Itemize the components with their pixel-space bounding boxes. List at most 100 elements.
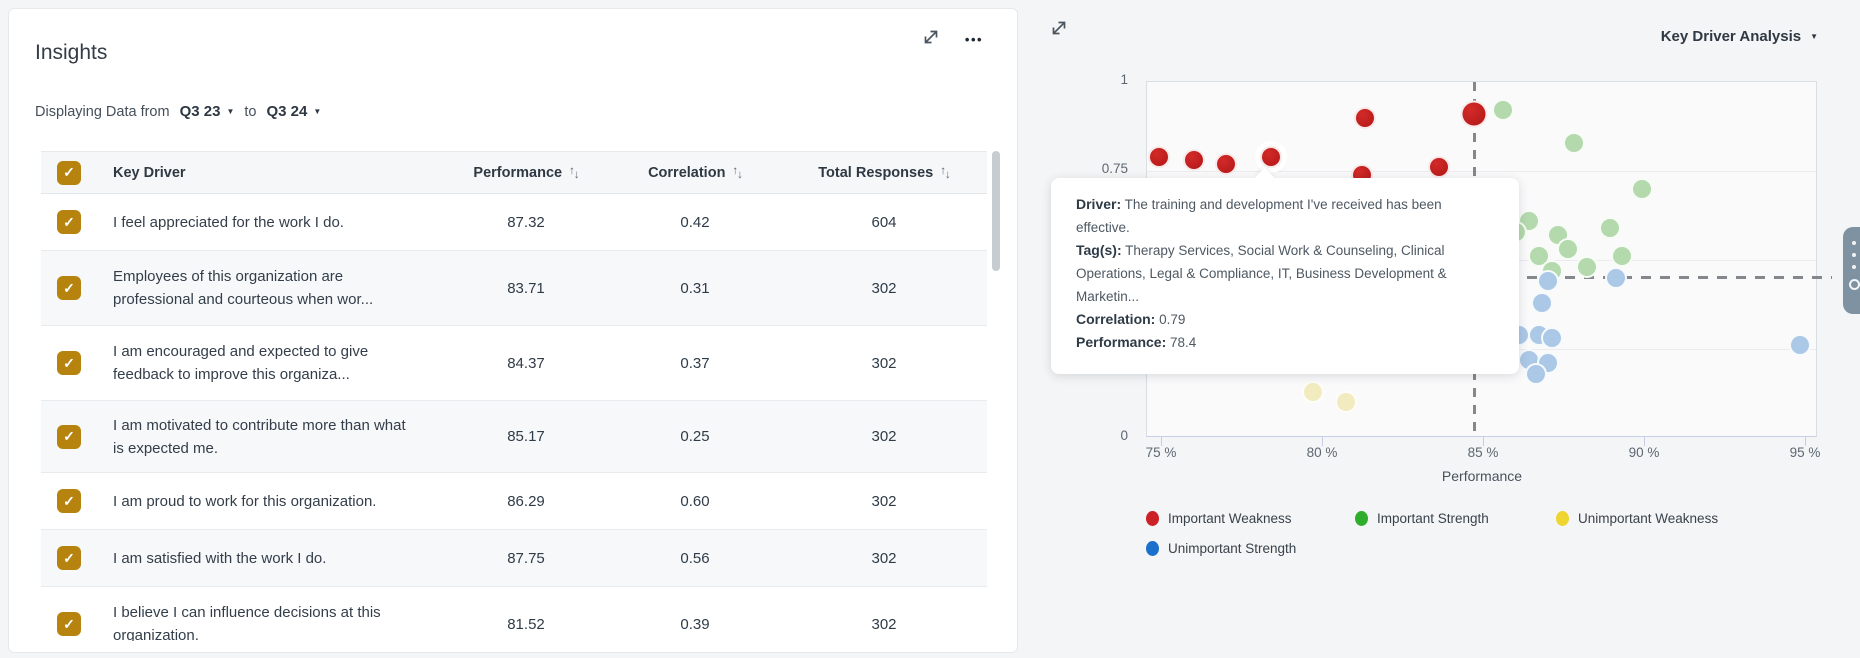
table-row[interactable]: ✓ I believe I can influence decisions at …	[41, 587, 987, 641]
scatter-point[interactable]	[1353, 106, 1376, 129]
expand-arrows-icon	[1052, 21, 1066, 34]
dot-icon	[1852, 241, 1856, 245]
y-axis-label: 0	[1120, 428, 1128, 443]
chevron-down-icon: ▼	[226, 106, 235, 116]
x-axis-label: 75 %	[1145, 445, 1177, 460]
row-checkbox[interactable]: ✓	[57, 276, 81, 300]
total-responses-cell: 604	[871, 213, 897, 231]
legend-item-unimportant-strength[interactable]: Unimportant Strength	[1146, 541, 1296, 556]
scatter-point[interactable]	[1540, 327, 1563, 350]
legend-dot-icon	[1355, 511, 1368, 526]
total-responses-cell: 302	[871, 615, 897, 633]
table-row[interactable]: ✓ I feel appreciated for the work I do. 87…	[41, 194, 987, 251]
column-header-performance[interactable]: Performance ↑ ↓	[473, 164, 579, 181]
y-axis-label: 1	[1120, 72, 1128, 87]
sort-icon[interactable]: ↑ ↓	[940, 164, 950, 181]
column-header-total-responses[interactable]: Total Responses ↑ ↓	[818, 164, 950, 181]
row-checkbox[interactable]: ✓	[57, 424, 81, 449]
filter-prefix-label: Displaying Data from	[35, 103, 170, 120]
select-all-checkbox[interactable]: ✓	[57, 160, 81, 185]
scatter-point[interactable]	[1611, 245, 1634, 268]
column-header-correlation[interactable]: Correlation ↑ ↓	[648, 164, 743, 181]
x-axis-label: 85 %	[1467, 445, 1499, 460]
page-title: Insights	[35, 41, 108, 64]
chart-type-dropdown[interactable]: Key Driver Analysis ▼	[1660, 28, 1818, 45]
more-menu-icon[interactable]: •••	[957, 29, 991, 51]
from-quarter-dropdown[interactable]: Q3 23 ▼	[179, 103, 235, 120]
x-axis-tick	[1805, 437, 1806, 446]
insights-panel: Insights ••• Displaying Data from Q3 23 …	[8, 8, 1018, 653]
scatter-point[interactable]	[1556, 238, 1579, 261]
scatter-point[interactable]	[1576, 256, 1599, 279]
scatter-point[interactable]	[1630, 177, 1653, 200]
table-body: ✓ I feel appreciated for the work I do. 87…	[41, 194, 987, 641]
dot-icon	[1852, 265, 1856, 269]
key-driver-cell: I am proud to work for this organization…	[113, 492, 377, 510]
chevron-down-icon: ▼	[1810, 31, 1818, 41]
scatter-point[interactable]	[1334, 391, 1357, 414]
check-icon: ✓	[63, 354, 75, 371]
sort-icon[interactable]: ↑ ↓	[732, 164, 742, 181]
scatter-point[interactable]	[1215, 152, 1238, 175]
sort-icon[interactable]: ↑ ↓	[569, 164, 579, 181]
scatter-point[interactable]	[1302, 380, 1325, 403]
check-icon: ✓	[63, 549, 75, 566]
scatter-point[interactable]	[1605, 266, 1628, 289]
scatter-point[interactable]	[1260, 145, 1283, 168]
table-row[interactable]: ✓ Employees of this organization are prof…	[41, 251, 987, 326]
legend-item-unimportant-weakness[interactable]: Unimportant Weakness	[1556, 511, 1718, 526]
expand-icon[interactable]	[1046, 16, 1072, 42]
row-checkbox[interactable]: ✓	[57, 546, 81, 570]
legend-item-important-strength[interactable]: Important Strength	[1355, 511, 1489, 526]
scatter-point[interactable]	[1183, 149, 1206, 172]
correlation-cell: 0.42	[680, 213, 710, 231]
correlation-cell: 0.39	[680, 615, 710, 633]
total-responses-cell: 302	[871, 354, 897, 372]
scatter-point[interactable]	[1492, 99, 1515, 122]
scatter-point[interactable]	[1147, 145, 1170, 168]
x-axis-tick	[1644, 437, 1645, 446]
x-axis-tick	[1322, 437, 1323, 446]
scatter-point[interactable]	[1530, 291, 1553, 314]
row-checkbox[interactable]: ✓	[57, 612, 81, 636]
x-axis-label: 95 %	[1789, 445, 1821, 460]
table-row[interactable]: ✓ I am satisfied with the work I do. 87.75…	[41, 530, 987, 587]
table-row[interactable]: ✓ I am proud to work for this organizatio…	[41, 473, 987, 530]
table-scrollbar[interactable]	[992, 151, 1000, 271]
check-icon: ✓	[63, 492, 75, 509]
row-checkbox[interactable]: ✓	[57, 210, 81, 234]
legend-item-important-weakness[interactable]: Important Weakness	[1146, 511, 1292, 526]
gridline	[1147, 171, 1816, 172]
scatter-point[interactable]	[1563, 131, 1586, 154]
date-range-filter: Displaying Data from Q3 23 ▼ to Q3 24 ▼	[35, 103, 321, 120]
table-row[interactable]: ✓ I am encouraged and expected to give fe…	[41, 326, 987, 401]
total-responses-cell: 302	[871, 279, 897, 297]
to-quarter-dropdown[interactable]: Q3 24 ▼	[266, 103, 322, 120]
row-checkbox[interactable]: ✓	[57, 489, 81, 513]
performance-cell: 87.32	[507, 213, 545, 231]
filter-to-label: to	[244, 103, 257, 120]
scatter-point[interactable]	[1427, 156, 1450, 179]
scatter-point[interactable]	[1537, 270, 1560, 293]
expand-icon[interactable]	[918, 25, 944, 51]
row-checkbox[interactable]: ✓	[57, 351, 81, 375]
side-flyout-tab[interactable]	[1843, 227, 1860, 314]
performance-cell: 86.29	[507, 492, 545, 510]
key-driver-cell: I am satisfied with the work I do.	[113, 549, 327, 567]
total-responses-cell: 302	[871, 428, 897, 445]
scatter-point[interactable]	[1598, 216, 1621, 239]
correlation-cell: 0.31	[680, 279, 710, 297]
performance-cell: 85.17	[507, 428, 545, 445]
x-axis-tick	[1483, 437, 1484, 446]
key-driver-cell: I believe I can influence decisions at t…	[113, 604, 381, 641]
tooltip-tags-line: Tag(s): Therapy Services, Social Work & …	[1076, 242, 1447, 304]
scatter-point[interactable]	[1460, 100, 1488, 128]
datapoint-tooltip: Driver: The training and development I'v…	[1051, 167, 1519, 374]
scatter-point[interactable]	[1524, 362, 1547, 385]
key-driver-cell: I am motivated to contribute more than w…	[113, 416, 406, 457]
scatter-point[interactable]	[1788, 334, 1811, 357]
circle-icon	[1849, 279, 1860, 290]
total-responses-cell: 302	[871, 492, 897, 510]
table-row[interactable]: ✓ I am motivated to contribute more than …	[41, 401, 987, 473]
